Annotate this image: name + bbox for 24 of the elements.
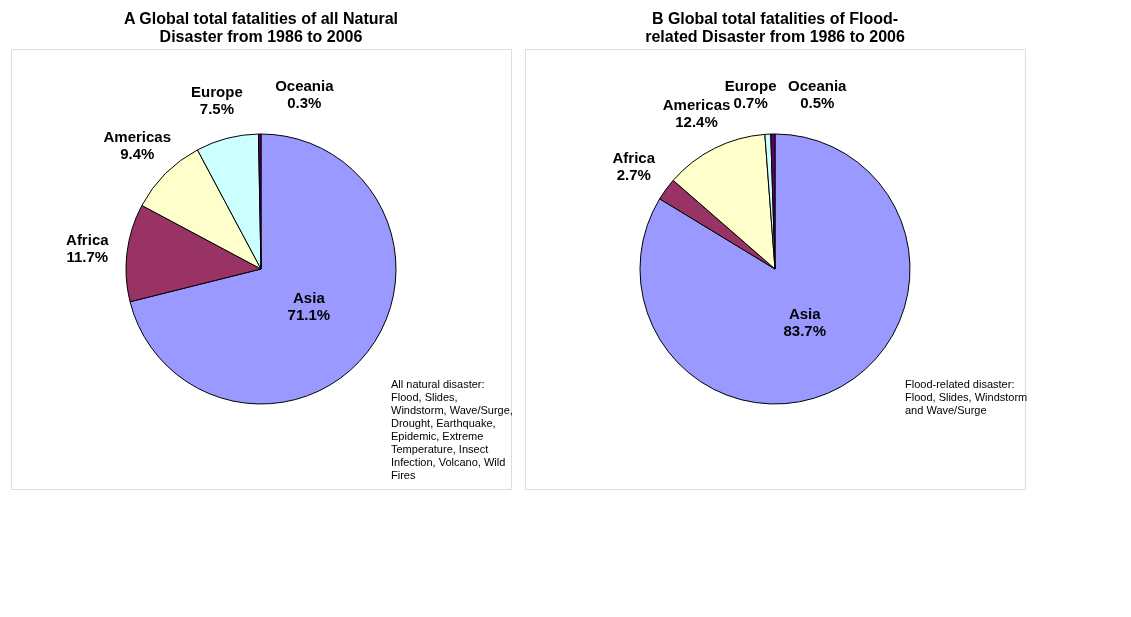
chart-title: B Global total fatalities of Flood-related Disaster from 1986 to 2006	[645, 10, 905, 45]
slice-label: Europe	[191, 82, 243, 100]
slice-label: Africa	[66, 230, 110, 248]
slice-label: Americas	[662, 95, 731, 113]
slice-label: Asia	[293, 289, 326, 307]
data-label: 0.3%	[287, 94, 322, 112]
data-label: 0.7%	[733, 94, 768, 112]
slice-label: Asia	[788, 304, 822, 322]
slice-label: Americas	[103, 128, 172, 146]
data-label: 9.4%	[120, 145, 155, 163]
data-label: 0.5%	[800, 94, 835, 112]
data-label: 83.7%	[783, 321, 827, 339]
data-label: 7.5%	[199, 99, 235, 117]
text: Flood-related disaster: Flood, Slides, Windstorm and Wave/Surge	[905, 378, 1028, 416]
slice-label: Europe	[724, 77, 777, 95]
data-label: 71.1%	[287, 306, 331, 324]
slice-label: Oceania	[275, 77, 335, 95]
data-label: 12.4%	[675, 112, 718, 130]
slice-label: Africa	[612, 148, 656, 166]
chart-title: A Global total fatalities of all Natural Disaster from 1986 to 2006	[123, 10, 399, 45]
slice-label: Oceania	[788, 77, 848, 95]
text: All natural disaster: Flood, Slides, Windstorm, Wave/Surge, Drought, Earthquake, Epidemic, Extreme Temperature, Insect Infection, Volcano, Wild Fires	[391, 378, 513, 481]
data-label: 2.7%	[616, 165, 651, 183]
data-label: 11.7%	[66, 247, 109, 265]
